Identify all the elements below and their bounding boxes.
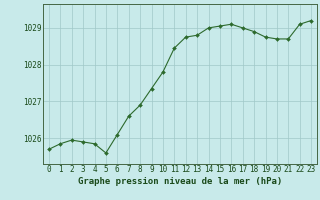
X-axis label: Graphe pression niveau de la mer (hPa): Graphe pression niveau de la mer (hPa)	[78, 177, 282, 186]
